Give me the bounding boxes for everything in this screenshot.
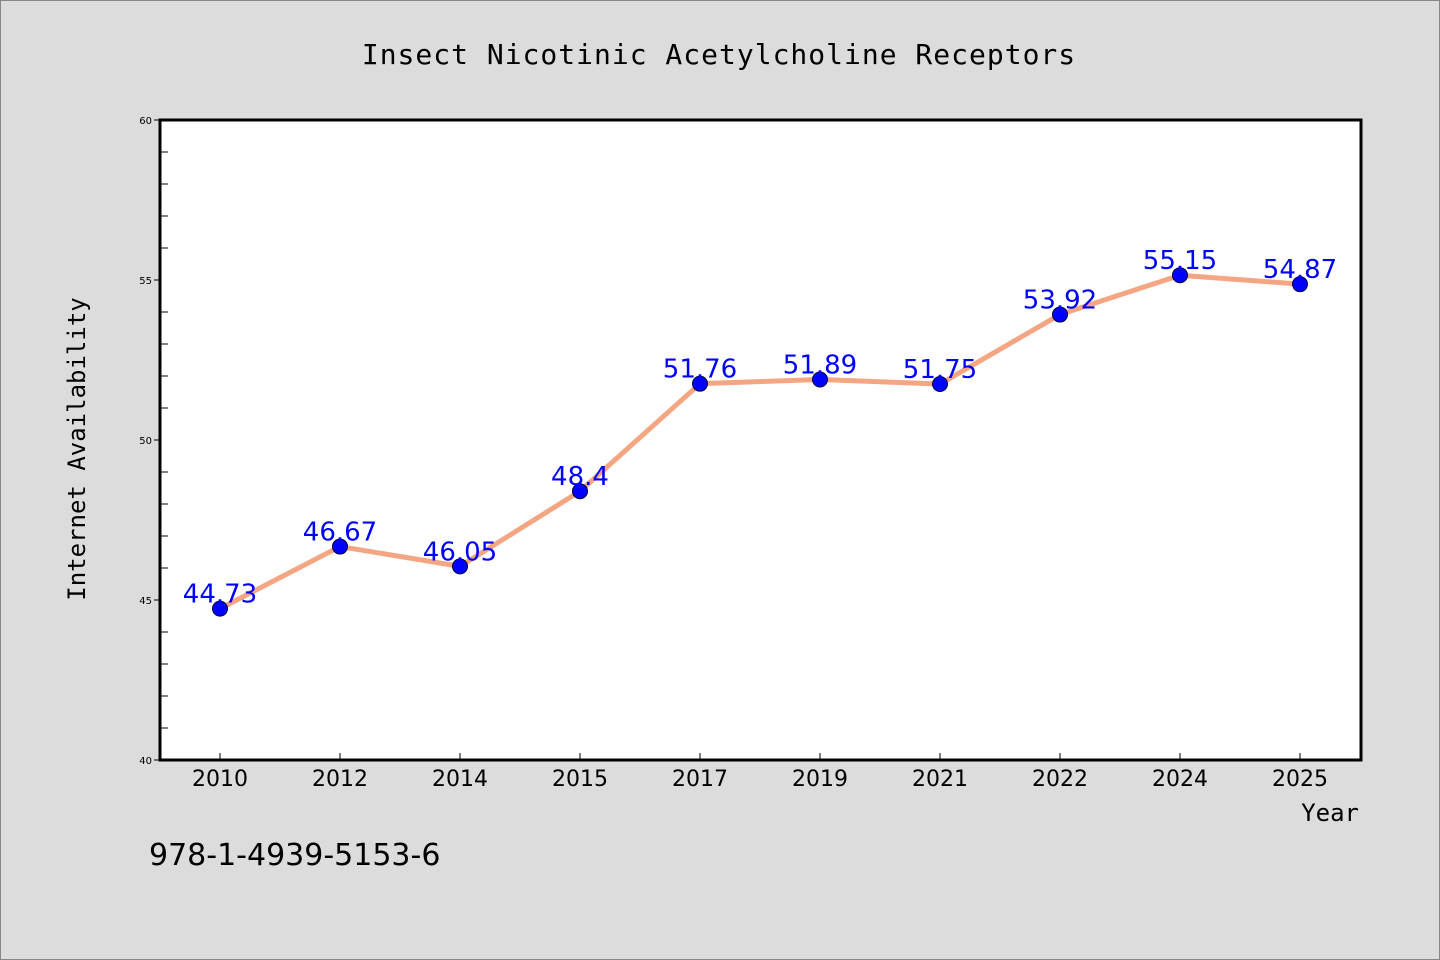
x-tick-label: 2017 bbox=[672, 767, 728, 792]
data-point bbox=[212, 600, 228, 617]
data-label: 51.89 bbox=[783, 351, 857, 381]
data-point bbox=[332, 538, 348, 555]
data-point bbox=[1292, 276, 1308, 293]
y-tick-label: 50 bbox=[139, 436, 152, 447]
y-tick-label: 40 bbox=[139, 756, 152, 767]
data-label: 44.73 bbox=[183, 580, 257, 610]
data-label: 54.87 bbox=[1263, 255, 1337, 285]
data-label: 51.75 bbox=[903, 355, 977, 385]
data-point bbox=[932, 376, 948, 392]
data-point bbox=[572, 483, 588, 500]
y-tick-label: 55 bbox=[139, 276, 152, 287]
data-label: 48.4 bbox=[551, 462, 609, 492]
x-tick-label: 2010 bbox=[192, 767, 248, 792]
data-point bbox=[452, 558, 468, 575]
series-layer: 44.73 46.67 46.05 48.4 51.76 51.89 51.75 53.92 5… bbox=[183, 246, 1337, 617]
x-tick-label: 2024 bbox=[1152, 767, 1208, 792]
data-point bbox=[692, 375, 708, 392]
y-tick-label: 45 bbox=[139, 596, 152, 607]
x-tick-label: 2012 bbox=[312, 767, 368, 792]
x-tick-label: 2022 bbox=[1032, 767, 1088, 792]
axis-ticks: 40 45 50 55 60 2010 2012 2014 2015 2017 2019 2021 20… bbox=[139, 116, 1328, 792]
data-label: 51.76 bbox=[663, 355, 737, 385]
x-tick-label: 2025 bbox=[1272, 767, 1328, 792]
x-axis-title: Year bbox=[1301, 799, 1359, 827]
data-point bbox=[812, 371, 828, 388]
y-axis-title: Internet Availability bbox=[63, 297, 91, 600]
data-label: 53.92 bbox=[1023, 286, 1097, 316]
plot-area bbox=[158, 118, 1363, 762]
y-tick-label: 60 bbox=[139, 116, 152, 127]
series-line bbox=[218, 272, 1301, 611]
x-tick-label: 2021 bbox=[912, 767, 968, 792]
footer-isbn: 978-1-4939-5153-6 bbox=[149, 838, 440, 873]
data-label: 55.15 bbox=[1143, 246, 1217, 276]
x-tick-label: 2015 bbox=[552, 767, 608, 792]
data-point bbox=[1052, 306, 1068, 323]
data-label: 46.05 bbox=[423, 537, 497, 567]
data-point bbox=[1172, 267, 1188, 284]
chart-title: Insect Nicotinic Acetylcholine Receptors bbox=[362, 38, 1076, 71]
x-tick-label: 2014 bbox=[432, 767, 488, 792]
x-tick-label: 2019 bbox=[792, 767, 848, 792]
data-label: 46.67 bbox=[303, 518, 377, 548]
